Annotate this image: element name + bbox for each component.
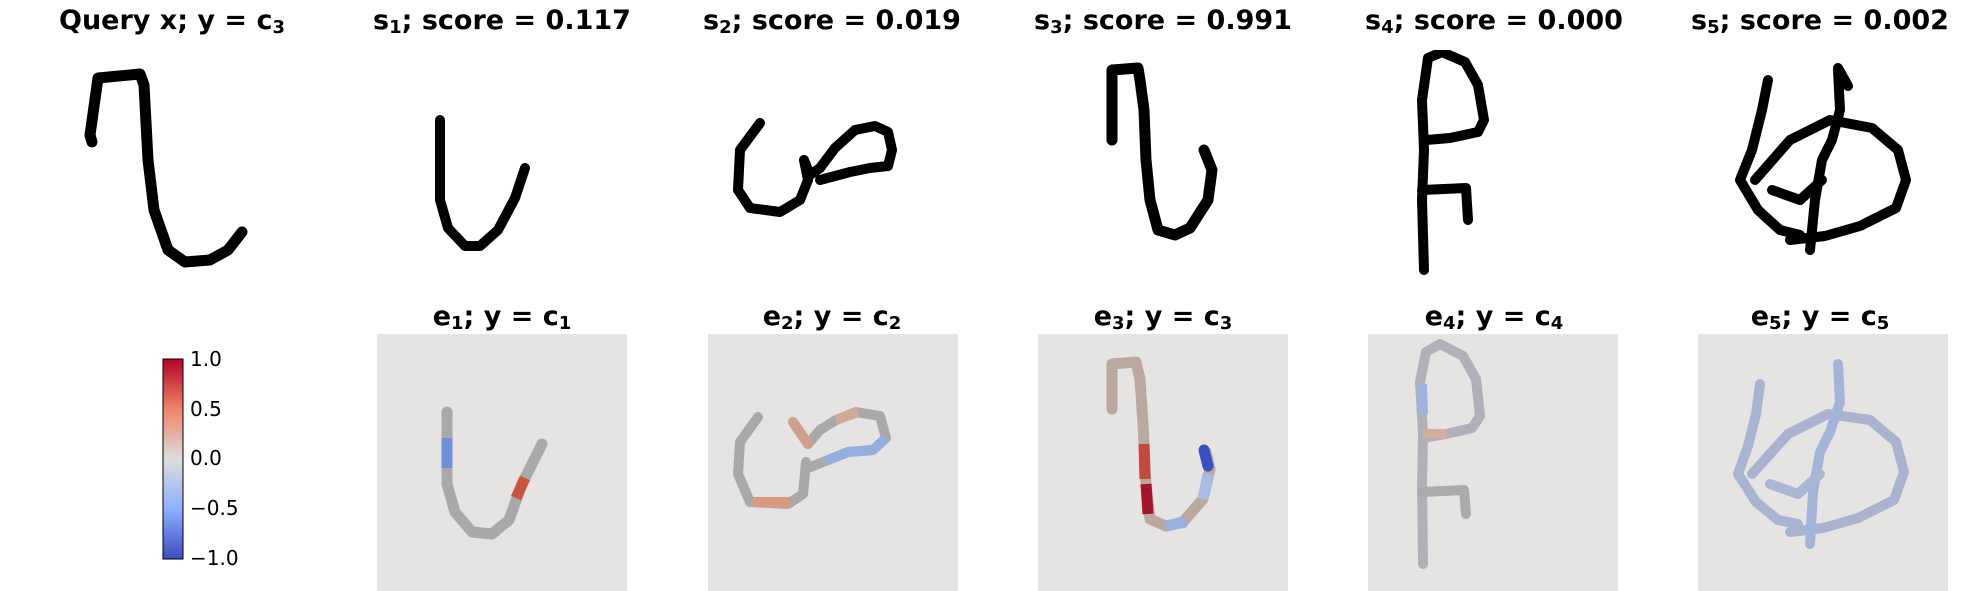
colorbar	[162, 358, 184, 564]
query-title: Query x; y = c3	[59, 5, 285, 38]
explanation-2-heatmap	[708, 334, 958, 591]
explanation-5-heatmap	[1698, 334, 1948, 591]
support-2-title: s2; score = 0.019	[703, 5, 961, 38]
colorbar-gradient	[162, 358, 184, 560]
support-4-image	[1370, 50, 1620, 300]
explanation-1-heatmap	[377, 334, 627, 591]
support-3-title: s3; score = 0.991	[1034, 5, 1292, 38]
explanation-4-title: e4; y = c4	[1424, 301, 1564, 334]
explanation-4-heatmap	[1368, 334, 1618, 591]
colorbar-label-0-5: 0.5	[190, 397, 222, 421]
colorbar-label-neg-1: −1.0	[190, 546, 239, 570]
colorbar-label-0: 0.0	[190, 446, 222, 470]
colorbar-label-neg-0-5: −0.5	[190, 496, 239, 520]
explanation-2-title: e2; y = c2	[762, 301, 902, 334]
support-1-title: s1; score = 0.117	[373, 5, 631, 38]
support-4-title: s4; score = 0.000	[1365, 5, 1623, 38]
explanation-1-title: e1; y = c1	[432, 301, 572, 334]
query-image	[50, 50, 300, 300]
support-5-title: s5; score = 0.002	[1691, 5, 1949, 38]
colorbar-label-1: 1.0	[190, 347, 222, 371]
support-3-image	[1040, 50, 1290, 300]
support-1-image	[380, 50, 630, 300]
support-2-image	[710, 50, 960, 300]
explanation-3-title: e3; y = c3	[1093, 301, 1233, 334]
explanation-3-heatmap	[1038, 334, 1288, 591]
explanation-5-title: e5; y = c5	[1750, 301, 1890, 334]
support-5-image	[1700, 50, 1950, 300]
